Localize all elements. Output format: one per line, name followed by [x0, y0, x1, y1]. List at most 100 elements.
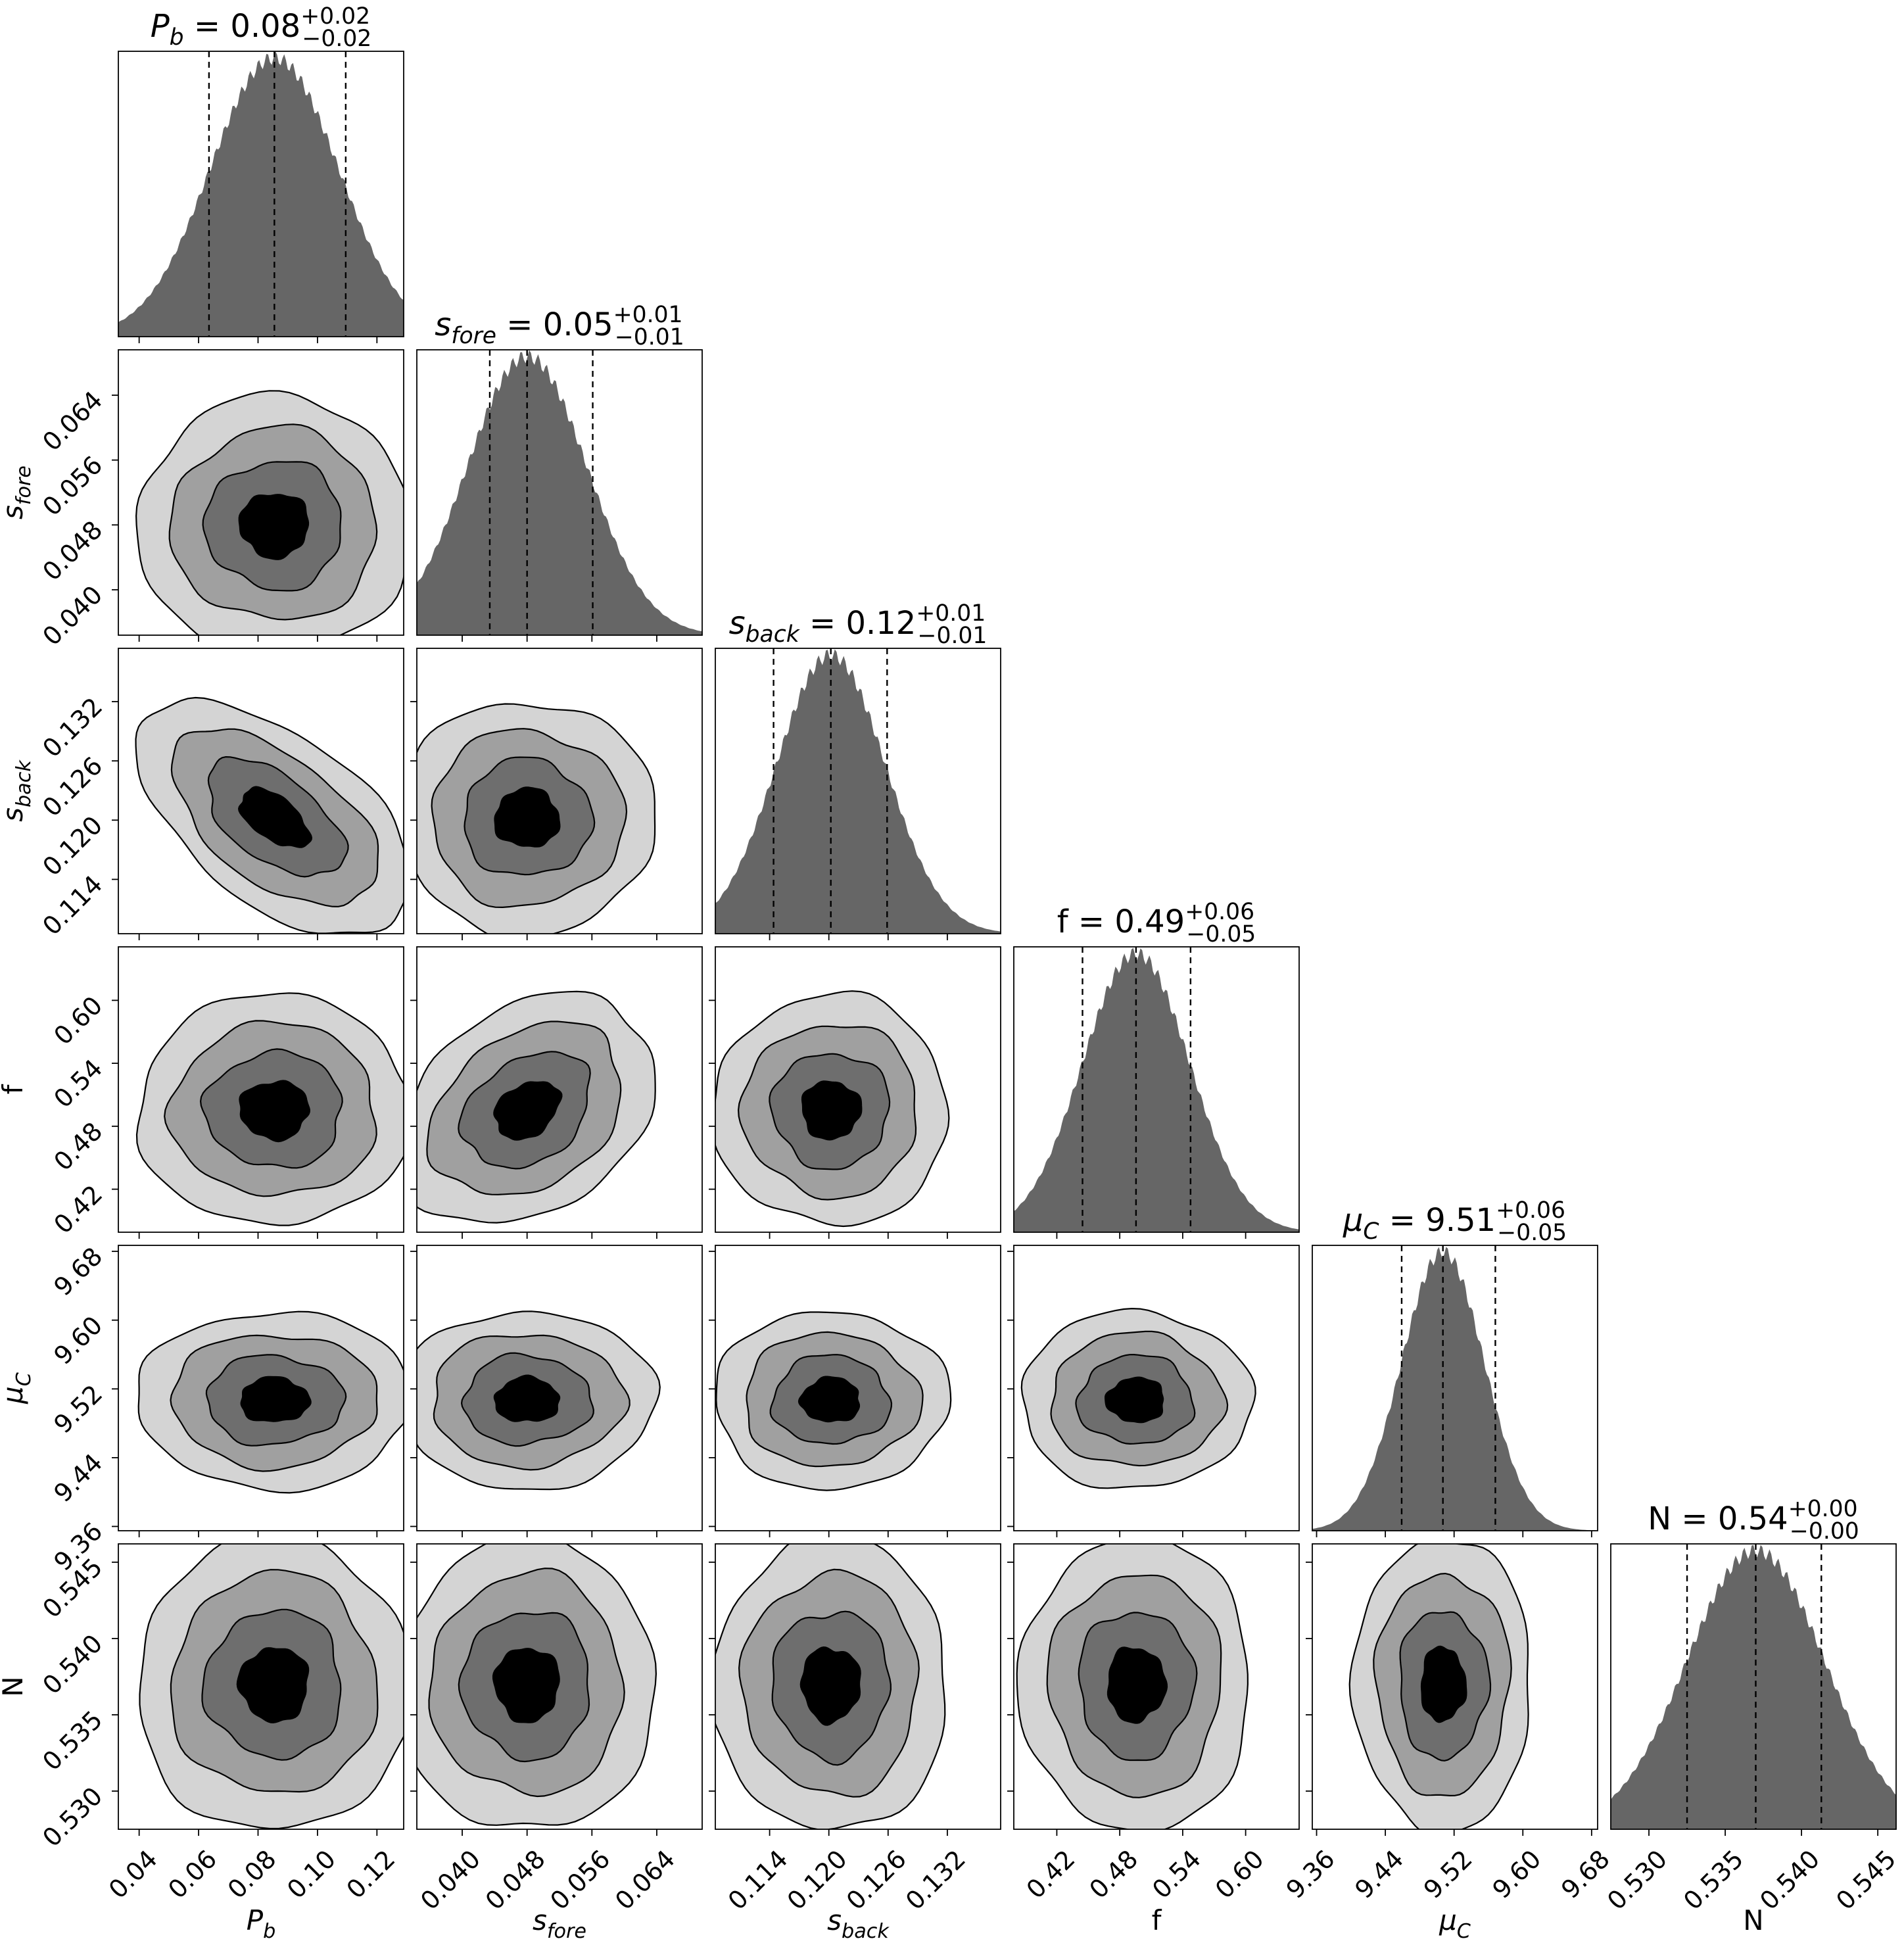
y-axis-label-sback: sback	[0, 759, 36, 822]
y-tick-label-sback: 0.114	[37, 870, 108, 941]
x-tick-label-sback: 0.126	[841, 1844, 912, 1915]
x-axis-label-Pb: Pb	[247, 1904, 276, 1943]
panel-frame	[416, 1245, 703, 1531]
x-tick-label-sfore: 0.056	[544, 1844, 615, 1915]
histogram-sback	[715, 649, 1001, 934]
histogram-muC	[1312, 1247, 1598, 1531]
panel-frame	[118, 1245, 404, 1531]
y-tick-label-f: 0.60	[48, 991, 108, 1051]
contour-0.5sigma	[240, 1376, 312, 1422]
x-tick-label-Pb: 0.12	[341, 1844, 401, 1904]
x-tick-label-Pb: 0.10	[281, 1844, 341, 1904]
panel-Pb-Pb: Pb = 0.08+0.02 −0.02	[118, 3, 404, 343]
panel-N-f: 0.42 0.48 0.54 0.60	[1007, 1543, 1300, 1904]
y-tick-label-muC: 9.60	[48, 1310, 108, 1370]
y-tick-label-f: 0.48	[48, 1116, 108, 1176]
panel-sfore-sfore: sfore = 0.05+0.01 −0.01	[416, 302, 703, 642]
title-sfore: sfore = 0.05+0.01 −0.01	[435, 302, 684, 350]
y-tick-label-sback: 0.132	[37, 692, 108, 763]
contour-0.5sigma	[493, 1374, 561, 1422]
panel-frame	[416, 946, 703, 1233]
histogram-Pb	[118, 51, 404, 337]
panel-frame	[118, 946, 404, 1233]
panel-muC-muC: μC = 9.51+0.06 −0.05	[1312, 1197, 1598, 1537]
contour-0.5sigma	[797, 1376, 861, 1423]
contour-0.5sigma	[238, 494, 310, 560]
x-tick-label-sfore: 0.064	[609, 1844, 680, 1915]
x-tick-label-Pb: 0.08	[222, 1844, 282, 1904]
panel-f-sback	[709, 946, 1001, 1239]
panel-frame	[416, 648, 703, 934]
x-tick-label-N: 0.535	[1678, 1844, 1749, 1915]
panel-frame	[715, 1245, 1001, 1531]
panel-N-muC: 9.36 9.44 9.52 9.60 9.68	[1281, 1543, 1615, 1904]
contour-0.5sigma	[1105, 1376, 1164, 1424]
y-tick-label-sfore: 0.056	[37, 450, 108, 521]
x-axis-label-f: f	[1152, 1904, 1162, 1936]
panel-frame	[715, 1543, 1001, 1830]
y-tick-label-sfore: 0.048	[37, 516, 108, 587]
y-tick-label-muC: 9.44	[48, 1448, 108, 1508]
panel-frame	[118, 349, 404, 636]
contour-0.5sigma	[237, 786, 313, 848]
x-tick-label-N: 0.540	[1754, 1844, 1825, 1915]
panel-muC-sback	[709, 1245, 1001, 1537]
panel-frame	[118, 51, 404, 337]
x-axis-label-sfore: sfore	[533, 1904, 586, 1943]
panel-muC-Pb: 9.369.449.529.609.68	[48, 1241, 404, 1577]
x-tick-label-muC: 9.44	[1349, 1844, 1409, 1904]
panel-frame	[1610, 1543, 1897, 1830]
y-tick-label-f: 0.54	[48, 1053, 108, 1113]
panel-sback-sfore	[410, 648, 703, 940]
y-axis-label-N: N	[0, 1676, 29, 1696]
panel-frame	[416, 349, 703, 636]
y-tick-label-N: 0.530	[37, 1781, 108, 1852]
x-tick-label-Pb: 0.04	[103, 1844, 163, 1904]
y-tick-label-N: 0.540	[37, 1629, 108, 1700]
y-tick-label-sfore: 0.064	[37, 385, 108, 456]
panel-frame	[1312, 1543, 1598, 1830]
contour-0.5sigma	[799, 1646, 861, 1726]
x-tick-label-sback: 0.114	[723, 1844, 794, 1915]
y-tick-label-sfore: 0.040	[37, 580, 108, 651]
panel-frame	[715, 648, 1001, 934]
y-axis-label-sfore: sfore	[0, 466, 36, 519]
panel-frame	[118, 1543, 404, 1830]
y-axis-label-muC: μC	[0, 1372, 36, 1404]
contour-0.5sigma	[1420, 1645, 1467, 1723]
y-tick-label-N: 0.535	[37, 1705, 108, 1776]
x-tick-label-f: 0.60	[1210, 1844, 1270, 1904]
contour-0.5sigma	[1107, 1646, 1168, 1724]
title-f: f = 0.49+0.06 −0.05	[1057, 899, 1256, 948]
x-tick-label-N: 0.530	[1602, 1844, 1673, 1915]
x-tick-label-sback: 0.120	[782, 1844, 853, 1915]
panel-frame	[416, 1543, 703, 1830]
panel-muC-f	[1007, 1245, 1300, 1537]
panel-muC-sfore	[410, 1245, 703, 1537]
x-axis-label-N: N	[1743, 1904, 1763, 1936]
title-sback: sback = 0.12+0.01 −0.01	[729, 600, 988, 649]
panel-frame	[1013, 1245, 1300, 1531]
contour-0.5sigma	[236, 1647, 310, 1724]
y-axis-label-f: f	[0, 1084, 29, 1094]
panel-frame	[1013, 1543, 1300, 1830]
x-axis-label-muC: μC	[1439, 1904, 1471, 1943]
panel-frame	[1013, 946, 1300, 1233]
x-axis-label-sback: sback	[827, 1904, 890, 1943]
x-tick-label-sback: 0.132	[900, 1844, 971, 1915]
x-tick-label-f: 0.48	[1083, 1844, 1143, 1904]
histogram-sfore	[417, 350, 702, 635]
title-muC: μC = 9.51+0.06 −0.05	[1343, 1197, 1567, 1246]
x-tick-label-sfore: 0.040	[415, 1844, 486, 1915]
y-tick-label-muC: 9.68	[48, 1241, 108, 1301]
panel-N-N: N = 0.54+0.00 −0.00 0.530 0.535 0.540 0.545	[1602, 1496, 1901, 1915]
contour-0.5sigma	[239, 1080, 311, 1143]
title-N: N = 0.54+0.00 −0.00	[1648, 1496, 1859, 1545]
y-tick-label-sback: 0.120	[37, 811, 108, 882]
contour-0.5sigma	[494, 786, 561, 848]
